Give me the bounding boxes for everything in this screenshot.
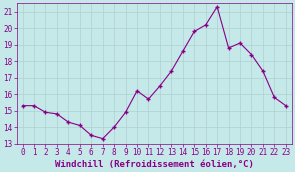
X-axis label: Windchill (Refroidissement éolien,°C): Windchill (Refroidissement éolien,°C) — [55, 159, 254, 169]
